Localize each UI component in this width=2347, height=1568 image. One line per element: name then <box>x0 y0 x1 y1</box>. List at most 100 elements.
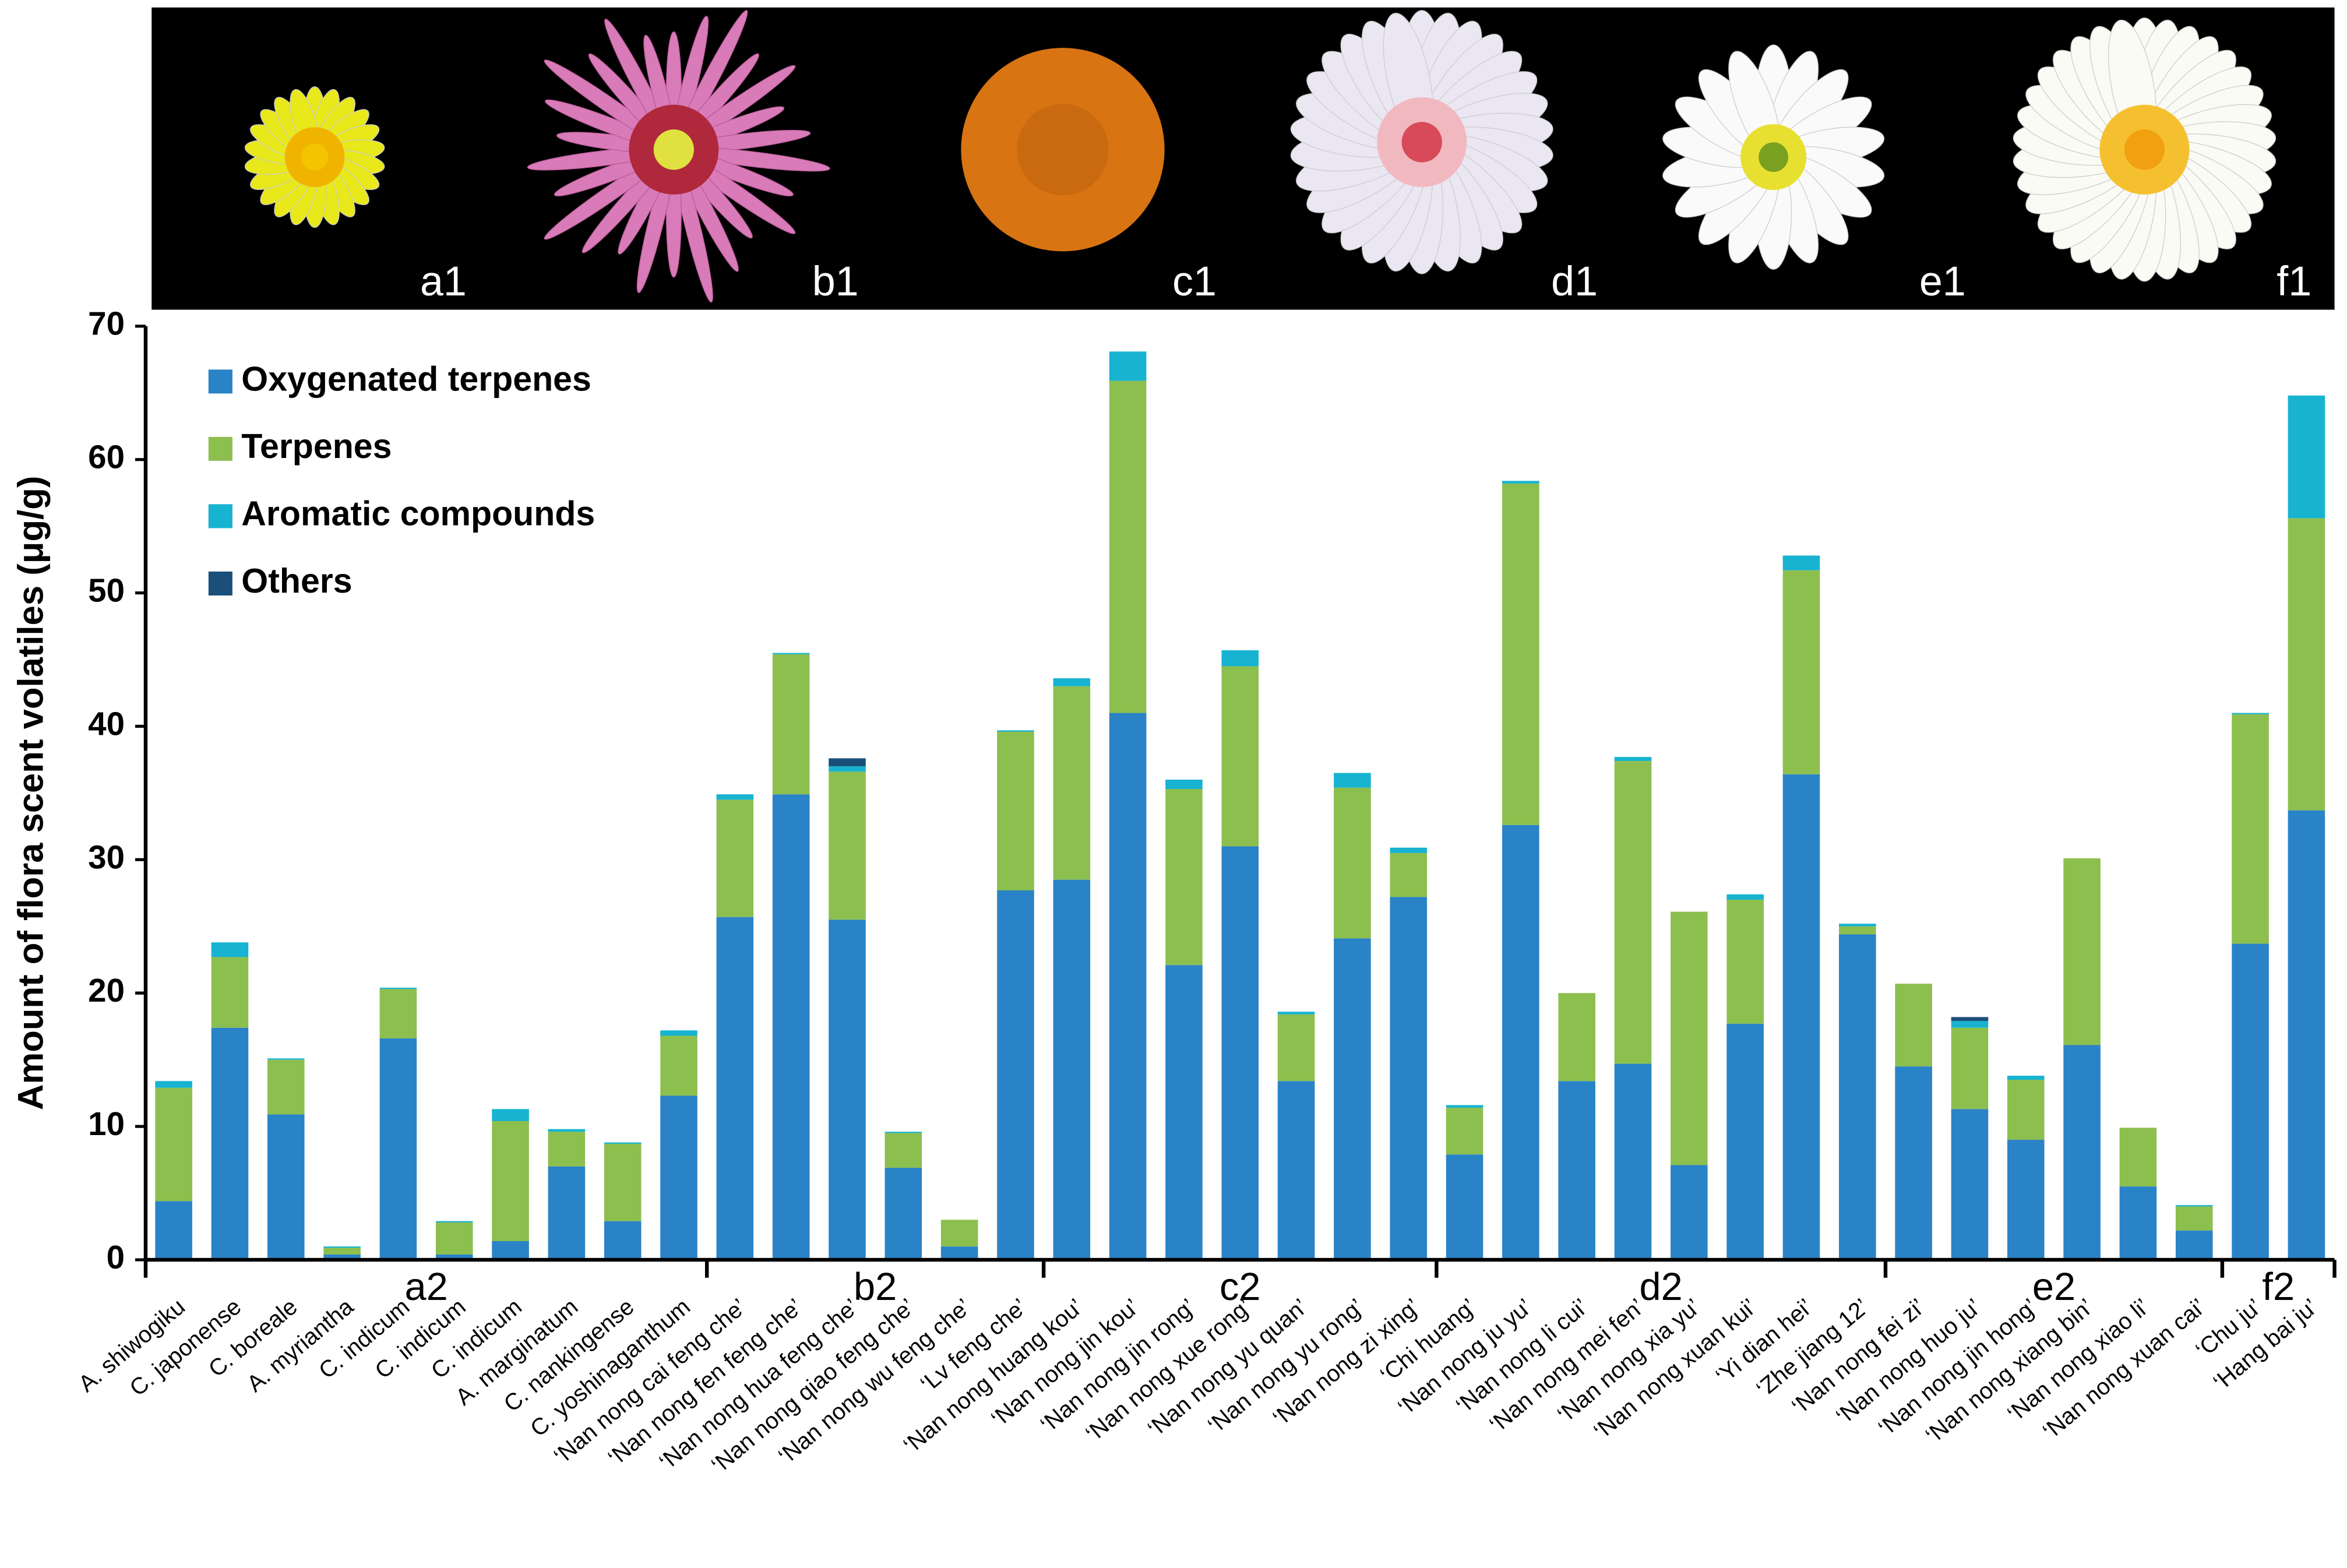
bar-segment <box>1671 911 1708 1165</box>
legend-label: Oxygenated terpenes <box>241 360 591 398</box>
group-label: f2 <box>2262 1266 2295 1309</box>
image-panel <box>151 7 2335 310</box>
group-label: d2 <box>1640 1266 1683 1309</box>
legend-swatch <box>208 504 232 528</box>
bar-segment <box>211 942 249 957</box>
bar-segment <box>997 890 1034 1260</box>
y-axis-title: Amount of flora scent volatiles (μg/g) <box>11 476 51 1111</box>
bar-segment <box>829 758 866 767</box>
bar-segment <box>267 1058 305 1060</box>
bar-segment <box>1277 1012 1315 1014</box>
bar-segment <box>1614 757 1652 761</box>
bar-segment <box>1895 1066 1932 1260</box>
bar-segment <box>1726 1023 1764 1260</box>
bar-segment <box>2119 1186 2157 1260</box>
image-label: d1 <box>1551 258 1598 305</box>
bar-segment <box>1951 1017 1989 1021</box>
bar-segment <box>1165 780 1203 790</box>
bar-segment <box>2232 713 2269 714</box>
bar-segment <box>2175 1205 2213 1207</box>
bar-segment <box>211 1027 249 1260</box>
image-label: b1 <box>812 258 859 305</box>
bar-segment <box>1053 686 1091 880</box>
bar-segment <box>829 919 866 1260</box>
bar-segment <box>604 1142 642 1144</box>
bar-segment <box>379 989 417 1039</box>
bar-segment <box>1334 773 1371 788</box>
bar-segment <box>884 1168 922 1260</box>
bar-segment <box>435 1221 473 1222</box>
bar-segment <box>267 1059 305 1115</box>
bar-segment <box>1671 1165 1708 1260</box>
bar-segment <box>492 1120 529 1241</box>
bar-segment <box>492 1241 529 1260</box>
bar-segment <box>997 731 1034 891</box>
bar-segment <box>1277 1014 1315 1081</box>
legend-label: Others <box>241 562 352 600</box>
bar-segment <box>548 1166 586 1260</box>
bar-segment <box>1839 924 1876 926</box>
legend-label: Aromatic compounds <box>241 494 595 533</box>
bar-segment <box>1839 934 1876 1260</box>
bar-segment <box>1446 1108 1483 1155</box>
bar-segment <box>660 1030 697 1036</box>
bar-segment <box>2288 518 2325 811</box>
bar-segment <box>548 1129 586 1132</box>
bar-segment <box>323 1254 361 1260</box>
y-tick-label: 50 <box>88 572 125 608</box>
bar-segment <box>1221 650 1259 667</box>
bar-segment <box>1502 824 1539 1260</box>
bar-segment <box>1446 1154 1483 1260</box>
bar-segment <box>1334 787 1371 939</box>
flower-disc <box>301 143 329 171</box>
bar-segment <box>1558 993 1595 1081</box>
y-tick-label: 20 <box>88 972 125 1009</box>
bar-segment <box>155 1081 192 1088</box>
bar-segment <box>1109 380 1147 713</box>
group-label: a2 <box>404 1266 447 1309</box>
flower-disc <box>1401 122 1442 163</box>
bar-segment <box>716 794 754 800</box>
y-tick-label: 40 <box>88 705 125 742</box>
bar-segment <box>772 654 810 795</box>
bar-segment <box>716 799 754 917</box>
bar-segment <box>1782 774 1820 1260</box>
bar-segment <box>2063 858 2101 1045</box>
bar-segment <box>1221 666 1259 847</box>
bar-segment <box>1109 713 1147 1260</box>
bar-segment <box>2007 1080 2045 1140</box>
bar-segment <box>1782 555 1820 570</box>
y-tick-label: 10 <box>88 1105 125 1142</box>
image-label: f1 <box>2276 258 2311 305</box>
bar-segment <box>2232 943 2269 1260</box>
bar-segment <box>1390 852 1428 897</box>
bar-segment <box>2007 1076 2045 1080</box>
bar-segment <box>1614 1063 1652 1260</box>
bar-segment <box>1726 900 1764 1024</box>
bar-segment <box>1951 1027 1989 1109</box>
y-tick-label: 60 <box>88 439 125 475</box>
bar-segment <box>1221 846 1259 1260</box>
y-tick-label: 0 <box>107 1239 125 1275</box>
bar-segment <box>1053 879 1091 1260</box>
bar-segment <box>1951 1109 1989 1260</box>
bar-segment <box>2288 395 2325 519</box>
bar-segment <box>997 730 1034 732</box>
bar-segment <box>323 1248 361 1255</box>
bar-segment <box>1558 1081 1595 1260</box>
bar-segment <box>2007 1140 2045 1260</box>
bar-segment <box>1951 1021 1989 1028</box>
bar-segment <box>1165 965 1203 1260</box>
bar-segment <box>660 1095 697 1260</box>
bar-segment <box>2119 1127 2157 1187</box>
bar-segment <box>435 1254 473 1260</box>
flower-disc <box>653 129 695 170</box>
bar-segment <box>435 1222 473 1255</box>
image-label: a1 <box>420 258 467 305</box>
bar-segment <box>267 1114 305 1260</box>
bar-segment <box>2288 810 2325 1260</box>
bar-segment <box>2063 1045 2101 1260</box>
bar-segment <box>1277 1081 1315 1260</box>
group-label: b2 <box>854 1266 897 1309</box>
